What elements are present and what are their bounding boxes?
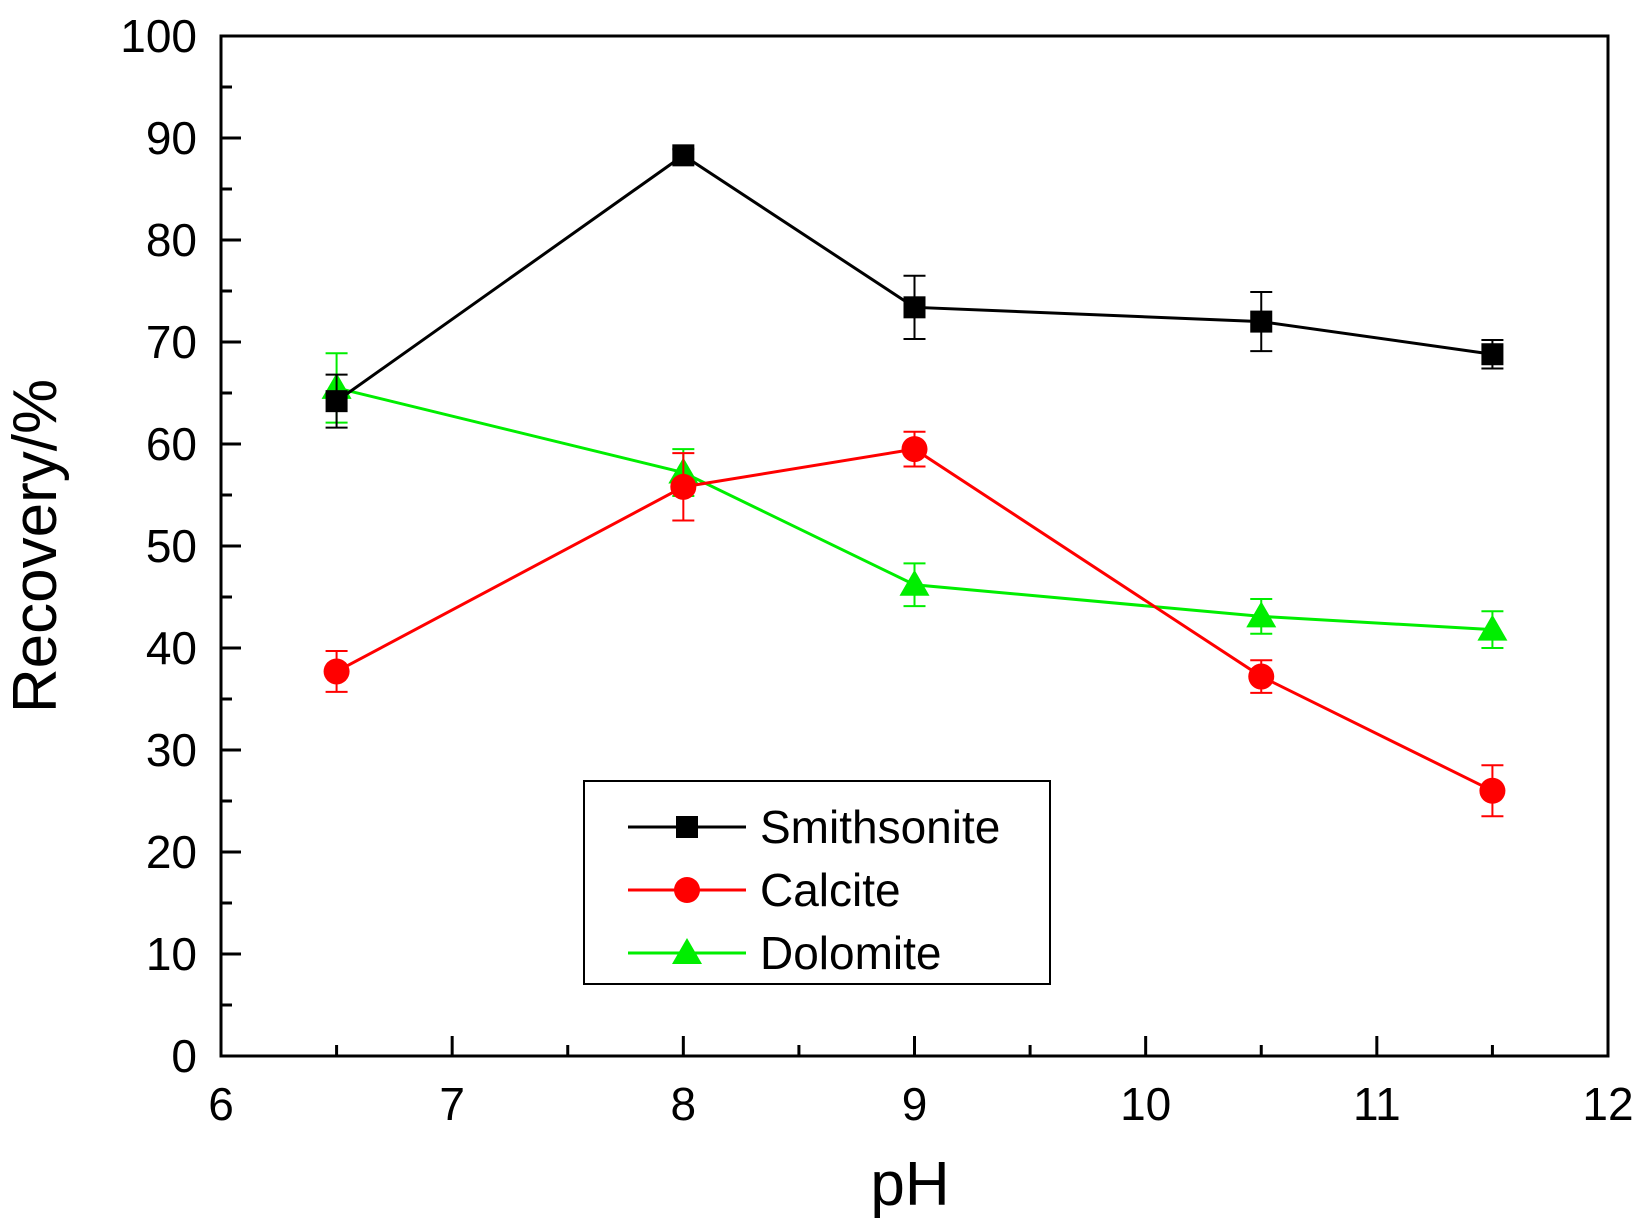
dolomite-point <box>899 569 930 596</box>
y-tick-label: 70 <box>146 316 197 368</box>
smithsonite-point <box>903 296 926 319</box>
smithsonite-point <box>672 144 695 167</box>
calcite-point <box>670 473 697 500</box>
legend-entry-calcite: Calcite <box>628 864 901 916</box>
x-tick-label: 8 <box>671 1078 697 1130</box>
legend-entry-smithsonite: Smithsonite <box>628 801 1000 853</box>
dolomite-point <box>1246 601 1277 628</box>
x-tick-label: 9 <box>902 1078 928 1130</box>
series-layer <box>321 144 1508 818</box>
legend-label-smithsonite: Smithsonite <box>760 801 1000 853</box>
x-tick-label: 7 <box>439 1078 465 1130</box>
calcite-point <box>901 436 928 463</box>
legend-box <box>583 780 1051 985</box>
x-axis-title: pH <box>870 1150 949 1219</box>
y-tick-label: 30 <box>146 724 197 776</box>
y-tick-label: 40 <box>146 622 197 674</box>
y-tick-label: 20 <box>146 826 197 878</box>
y-tick-label: 100 <box>120 10 197 62</box>
y-tick-label: 0 <box>171 1030 197 1082</box>
series-smithsonite <box>325 144 1504 429</box>
x-tick-label: 12 <box>1582 1078 1633 1130</box>
legend: Smithsonite Calcite Dolomite <box>583 780 1051 985</box>
x-tick-label: 10 <box>1120 1078 1171 1130</box>
legend-label-calcite: Calcite <box>760 864 901 916</box>
axis-ticks <box>219 34 1610 1058</box>
smithsonite-point <box>1250 310 1273 333</box>
legend-entries: Smithsonite Calcite Dolomite <box>628 801 1000 979</box>
legend-entry-dolomite: Dolomite <box>628 927 942 979</box>
y-tick-label: 80 <box>146 214 197 266</box>
y-tick-label: 50 <box>146 520 197 572</box>
x-tick-label: 11 <box>1353 1078 1401 1130</box>
x-tick-label: 6 <box>208 1078 234 1130</box>
legend-marker-calcite <box>674 877 700 903</box>
calcite-point <box>1479 777 1506 804</box>
calcite-point <box>1248 663 1275 690</box>
series-calcite <box>323 430 1506 818</box>
y-tick-label: 10 <box>146 928 197 980</box>
smithsonite-point <box>1481 343 1504 366</box>
calcite-point <box>323 658 350 685</box>
axis-tick-labels: 6 7 8 9 10 11 12 0 10 20 30 40 50 60 70 80 90 100 <box>120 10 1633 1130</box>
y-tick-label: 60 <box>146 418 197 470</box>
y-tick-label: 90 <box>146 112 197 164</box>
series-dolomite <box>321 352 1508 649</box>
dolomite-point <box>1477 614 1508 641</box>
smithsonite-point <box>325 390 348 413</box>
legend-label-dolomite: Dolomite <box>760 927 942 979</box>
legend-marker-dolomite <box>672 938 702 964</box>
y-axis-title: Recovery/% <box>1 379 70 713</box>
legend-marker-smithsonite <box>676 816 698 838</box>
